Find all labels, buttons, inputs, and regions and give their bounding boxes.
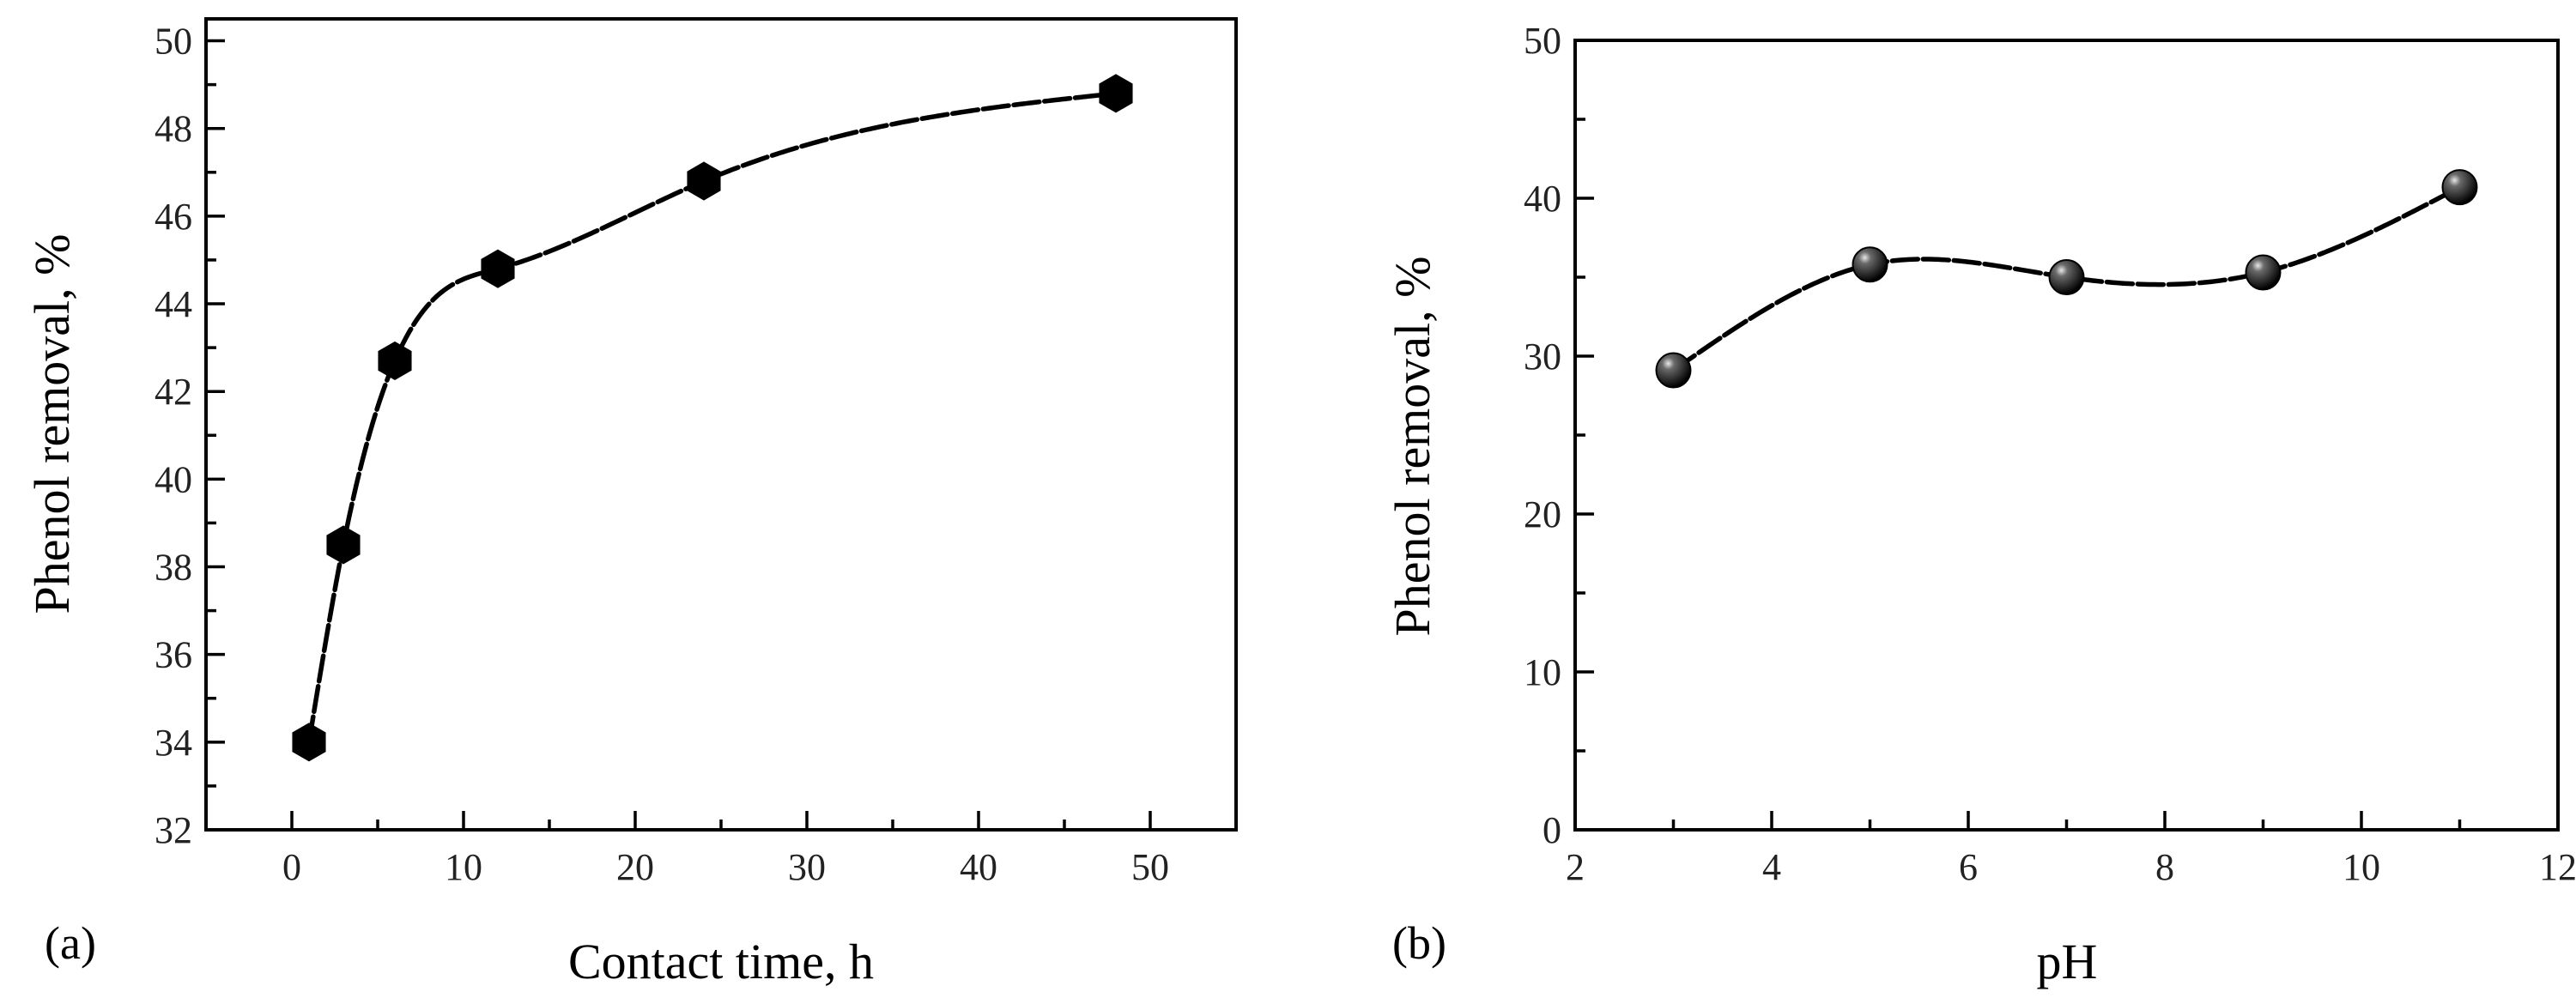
panel-a-data-point bbox=[378, 341, 412, 381]
panel-a-data-point bbox=[687, 161, 721, 201]
panel-b-x-tick-label: 12 bbox=[2539, 846, 2576, 888]
panel-b-x-tick-label: 6 bbox=[1959, 846, 1978, 888]
panel-b-data-point bbox=[2245, 254, 2282, 291]
panel-a-y-tick-label: 34 bbox=[155, 722, 192, 764]
panel-b-points bbox=[1655, 169, 2478, 389]
panel-a-y-tick-label: 36 bbox=[155, 634, 192, 676]
panel-a-y-tick-label: 42 bbox=[155, 371, 192, 413]
panel-b-chart: 2 4 6 8 10 12 0 10 20 30 40 50 pH Phenol removal, %… bbox=[1385, 20, 2576, 989]
panel-a-label: (a) bbox=[45, 917, 96, 969]
panel-a-y-axis-title: Phenol removal, % bbox=[24, 234, 80, 614]
panel-b-y-tick-label: 20 bbox=[1524, 493, 1561, 535]
panel-a-y-tick-label: 38 bbox=[155, 547, 192, 589]
panel-a-x-tick-label: 50 bbox=[1131, 846, 1169, 888]
panel-b-data-point bbox=[1852, 246, 1888, 283]
panel-a-data-point bbox=[292, 723, 326, 762]
panel-a-x-tick-label: 20 bbox=[616, 846, 654, 888]
panel-a-x-tick-label: 0 bbox=[282, 846, 301, 888]
panel-b-x-tick-label: 10 bbox=[2343, 846, 2380, 888]
panel-b-x-tick-label: 4 bbox=[1762, 846, 1781, 888]
panel-a-data-point bbox=[481, 249, 515, 288]
panel-b-y-tick-label: 10 bbox=[1524, 651, 1561, 693]
panel-b-data-point bbox=[2048, 259, 2085, 295]
panel-b-ticks: 2 4 6 8 10 12 0 10 20 30 40 50 bbox=[1524, 20, 2576, 888]
panel-b-x-tick-label: 8 bbox=[2155, 846, 2174, 888]
panel-a-plot-frame bbox=[204, 17, 1238, 832]
panel-b-y-tick-label: 40 bbox=[1524, 178, 1561, 220]
panel-a-points bbox=[292, 74, 1133, 762]
panel-a-data-point bbox=[1099, 74, 1133, 113]
panel-a-y-tick-label: 48 bbox=[155, 108, 192, 150]
panel-a-ticks: 0 10 20 30 40 50 32 34 36 38 40 42 44 46 48 50 bbox=[155, 21, 1169, 888]
panel-b-x-axis-title: pH bbox=[2037, 934, 2098, 989]
panel-b-data-point bbox=[2441, 169, 2478, 206]
panel-a-y-tick-label: 50 bbox=[155, 21, 192, 63]
panel-a-x-tick-label: 40 bbox=[960, 846, 997, 888]
panel-a-chart: 0 10 20 30 40 50 32 34 36 38 40 42 44 46 48 50 Contact … bbox=[24, 17, 1238, 989]
panel-b-plot-frame bbox=[1573, 39, 2560, 832]
panel-a-y-tick-label: 40 bbox=[155, 458, 192, 500]
panel-b-y-tick-label: 50 bbox=[1524, 20, 1561, 62]
panel-a-y-tick-label: 44 bbox=[155, 283, 192, 325]
panel-a-x-tick-label: 10 bbox=[445, 846, 482, 888]
panel-b-x-tick-label: 2 bbox=[1566, 846, 1585, 888]
panel-b-y-axis-title: Phenol removal, % bbox=[1385, 257, 1440, 637]
panel-b-label: (b) bbox=[1392, 917, 1446, 969]
panel-b-data-point bbox=[1655, 352, 1692, 389]
panel-a-x-tick-label: 30 bbox=[788, 846, 826, 888]
panel-b-y-tick-label: 30 bbox=[1524, 336, 1561, 378]
panel-a-x-axis-title: Contact time, h bbox=[568, 934, 874, 989]
panel-a-data-point bbox=[326, 525, 361, 565]
panel-b-y-tick-label: 0 bbox=[1543, 809, 1561, 851]
panel-a-y-tick-label: 46 bbox=[155, 196, 192, 238]
panel-a-y-tick-label: 32 bbox=[155, 809, 192, 851]
